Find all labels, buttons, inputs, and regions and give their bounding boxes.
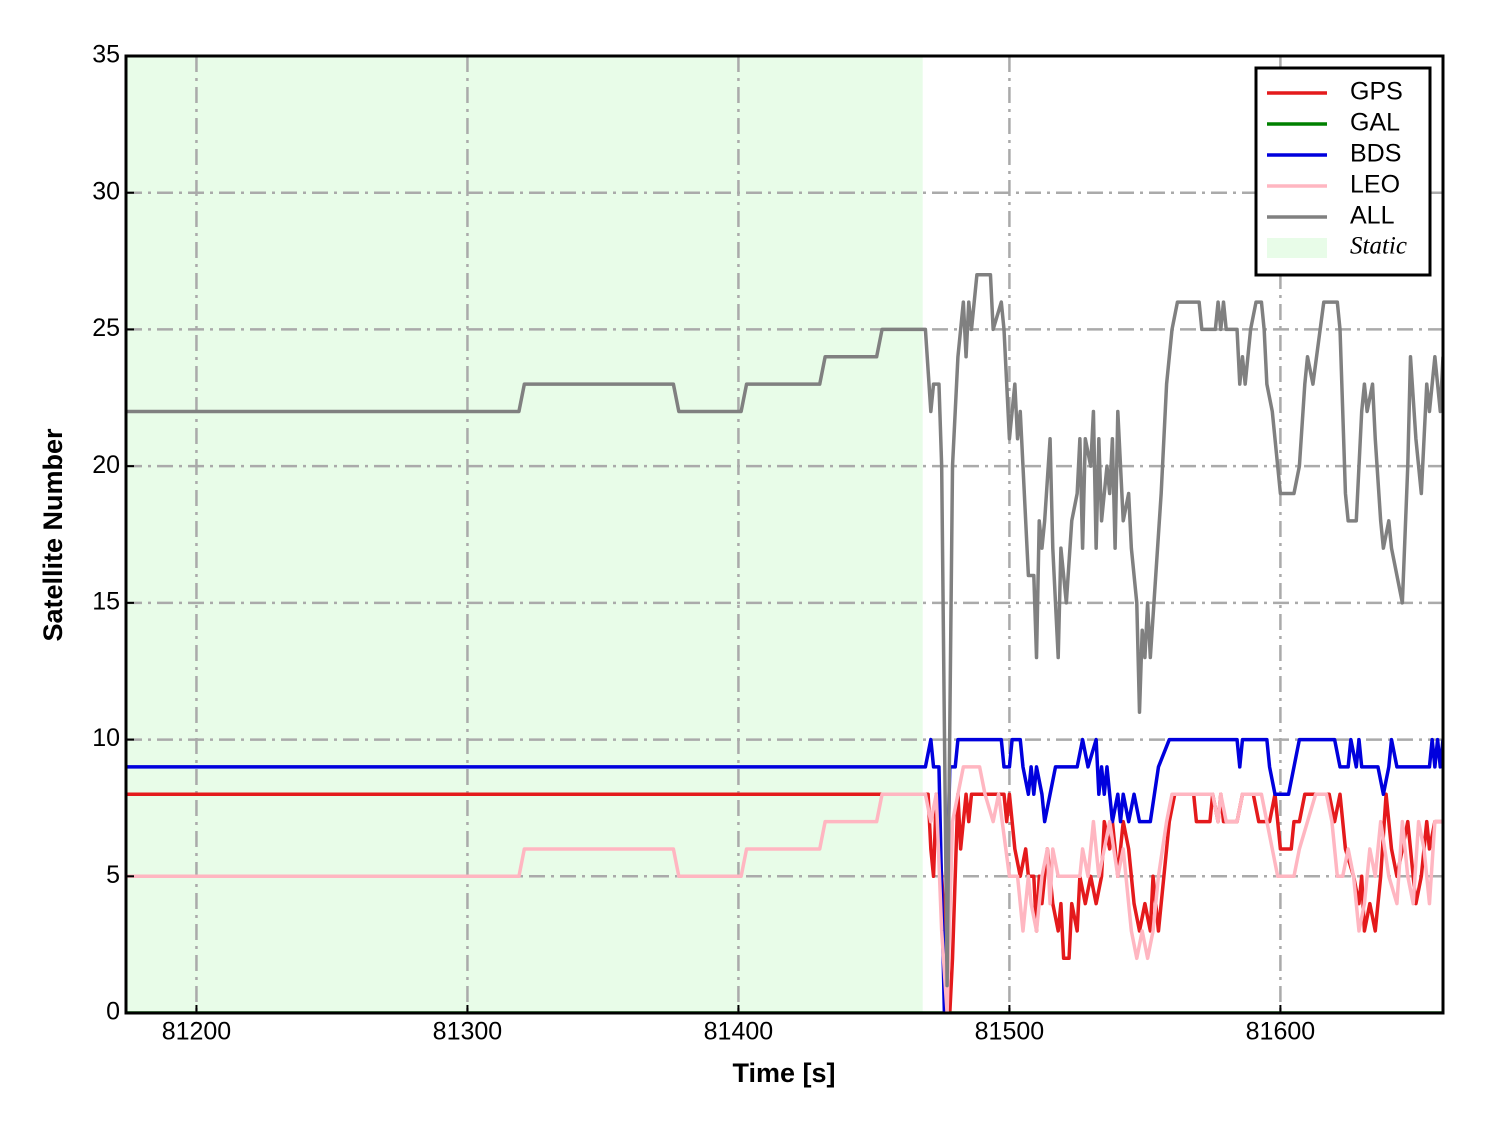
x-tick-label: 81400 — [704, 1018, 774, 1046]
legend-label: ALL — [1350, 202, 1395, 230]
legend: GPS GAL BDS LEO ALL Static — [1267, 78, 1407, 260]
legend-label: BDS — [1350, 140, 1401, 168]
x-tick-label: 81200 — [162, 1018, 232, 1046]
x-tick-label: 81300 — [433, 1018, 503, 1046]
plot-frame — [124, 54, 1445, 1015]
y-tick-label: 30 — [92, 177, 120, 205]
series-line — [126, 272, 1443, 988]
x-axis-label: Time [s] — [732, 1058, 835, 1088]
line-layer — [126, 272, 1443, 1013]
legend-label: LEO — [1350, 171, 1400, 199]
y-tick-label: 15 — [92, 587, 120, 615]
series-line — [126, 737, 1443, 1013]
series-line — [126, 792, 1443, 1013]
y-tick-label: 5 — [106, 861, 120, 889]
legend-label: GAL — [1350, 109, 1400, 137]
y-tick-label: 35 — [92, 41, 120, 69]
legend-label: GPS — [1350, 78, 1403, 106]
series-line — [126, 765, 1443, 1013]
y-tick-label: 0 — [106, 998, 120, 1026]
shade-layer — [126, 56, 923, 1013]
x-tick-label: 81500 — [975, 1018, 1045, 1046]
static-region — [126, 56, 923, 1013]
tick-layer: 81200 81300 81400 81500 81600 0 5 10 15 20 25 30 35 — [92, 41, 1315, 1046]
y-tick-label: 25 — [92, 314, 120, 342]
x-tick-label: 81600 — [1246, 1018, 1316, 1046]
y-tick-label: 20 — [92, 451, 120, 479]
legend-swatch — [1267, 238, 1327, 258]
y-axis-label: Satellite Number — [38, 428, 68, 642]
y-tick-label: 10 — [92, 724, 120, 752]
legend-label: Static — [1350, 233, 1407, 260]
